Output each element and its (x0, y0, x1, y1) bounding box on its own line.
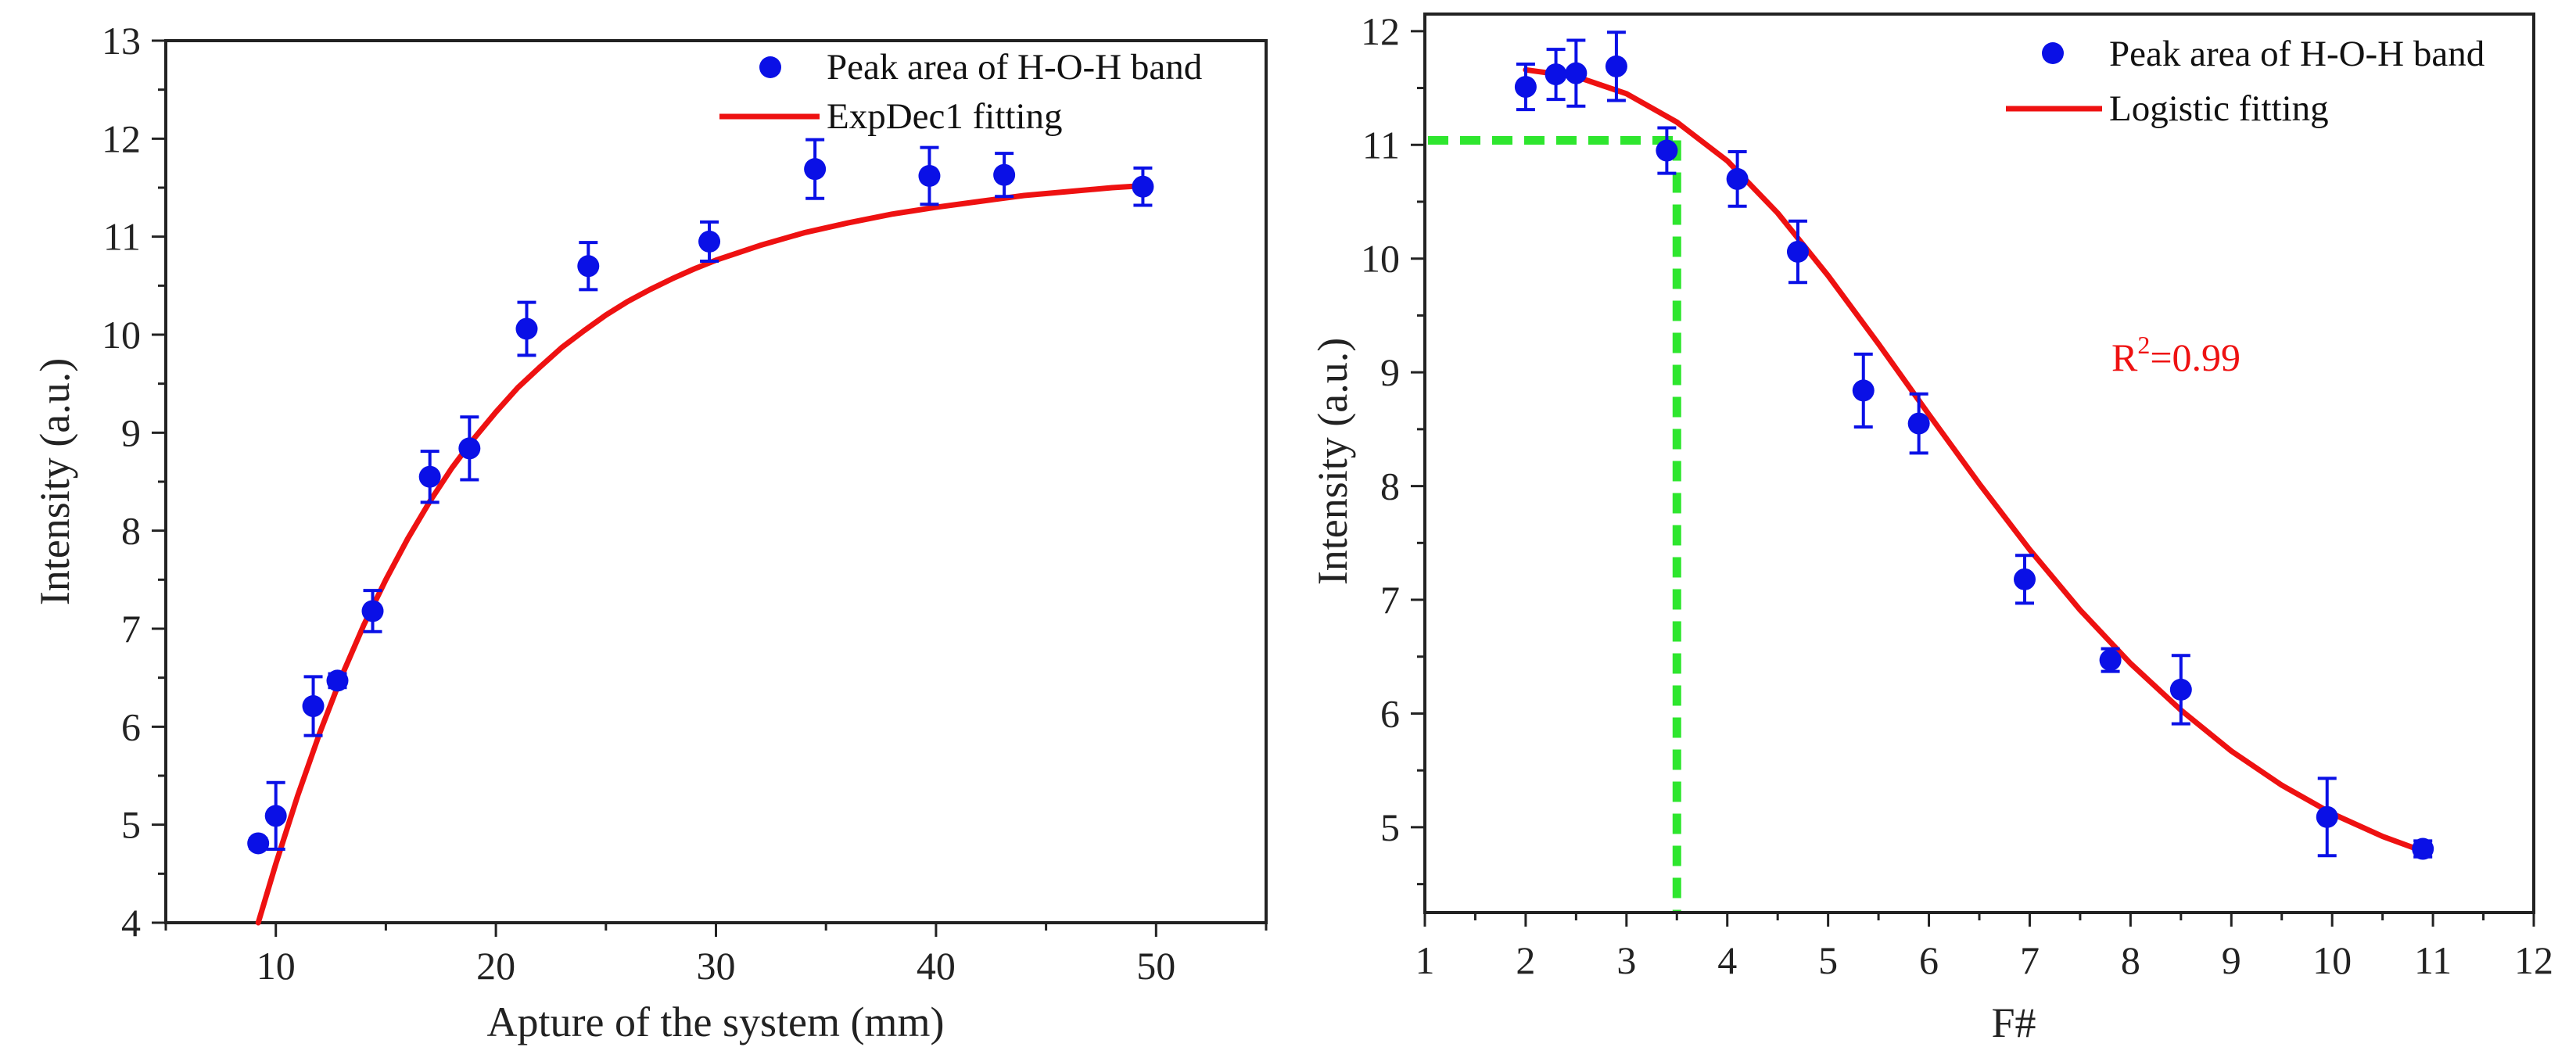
data-point (1565, 62, 1588, 84)
data-point (2316, 805, 2338, 828)
x-tick-label: 6 (1919, 938, 1939, 982)
x-tick-label: 1 (1415, 938, 1435, 982)
left-legend-fit-label: ExpDec1 fitting (827, 96, 1063, 137)
data-point (1656, 139, 1678, 162)
data-point (2014, 568, 2036, 590)
x-tick-label: 10 (2312, 938, 2352, 982)
left-x-axis-title: Apture of the system (mm) (487, 999, 945, 1045)
x-tick-label: 12 (2514, 938, 2553, 982)
fit-curve (255, 183, 1146, 926)
data-point (1132, 175, 1154, 198)
x-tick-label: 3 (1616, 938, 1636, 982)
y-tick-label: 8 (121, 509, 141, 553)
left-axis-ticks: 10 20 30 40 50 4 5 6 7 8 9 10 11 12 13 (102, 19, 1268, 988)
data-point (2099, 649, 2122, 672)
data-point (361, 600, 384, 622)
fit-curve (1523, 66, 2426, 854)
y-tick-label: 12 (1361, 9, 1400, 53)
left-plot-frame (164, 39, 1268, 924)
right-plot-frame (1423, 13, 2535, 914)
y-tick-label: 11 (1362, 123, 1400, 167)
left-chart-panel: 10 20 30 40 50 4 5 6 7 8 9 10 11 12 13 Peak area of H-… (31, 19, 1268, 1045)
data-point (418, 465, 441, 488)
y-tick-label: 7 (121, 607, 141, 651)
x-tick-label: 5 (1818, 938, 1838, 982)
data-point (1726, 167, 1749, 190)
data-point (1907, 412, 1930, 435)
x-tick-label: 50 (1136, 944, 1175, 988)
data-point (1605, 55, 1627, 77)
right-legend-fit-label: Logistic fitting (2109, 88, 2329, 129)
data-point (1786, 240, 1809, 263)
left-y-axis-title: Intensity (a.u.) (31, 358, 78, 605)
right-legend: Peak area of H-O-H band Logistic fitting (2006, 34, 2485, 129)
y-tick-label: 10 (102, 313, 141, 357)
right-guide-layer (1428, 135, 1681, 911)
y-tick-label: 5 (1380, 805, 1400, 849)
data-point (993, 163, 1016, 186)
data-point (302, 695, 325, 718)
data-point (2412, 837, 2434, 860)
data-point (804, 158, 827, 181)
data-point (515, 317, 538, 340)
x-tick-label: 8 (2121, 938, 2140, 982)
data-point (918, 164, 941, 187)
y-tick-label: 5 (121, 803, 141, 847)
right-x-axis-title: F# (1991, 999, 2036, 1046)
data-point (2169, 678, 2192, 701)
x-tick-label: 20 (476, 944, 515, 988)
x-tick-label: 30 (697, 944, 736, 988)
y-tick-label: 7 (1380, 578, 1400, 622)
data-point (1852, 379, 1875, 402)
y-tick-label: 4 (121, 901, 141, 945)
right-points-layer (1514, 30, 2434, 860)
data-point (264, 805, 287, 827)
data-point (1545, 63, 1567, 86)
data-point (458, 437, 481, 460)
data-point (698, 230, 721, 253)
x-tick-label: 11 (2414, 938, 2452, 982)
y-tick-label: 8 (1380, 464, 1400, 508)
x-tick-label: 4 (1717, 938, 1737, 982)
y-tick-label: 11 (103, 215, 141, 259)
y-tick-label: 13 (102, 19, 141, 63)
data-point (326, 669, 349, 692)
data-point (1514, 76, 1537, 99)
right-y-axis-title: Intensity (a.u.) (1309, 338, 1356, 585)
y-tick-label: 9 (1380, 350, 1400, 394)
left-points-layer (247, 138, 1154, 855)
y-tick-label: 6 (121, 705, 141, 748)
x-tick-label: 40 (917, 944, 956, 988)
left-legend-marker (759, 56, 781, 78)
right-legend-marker (2042, 42, 2064, 64)
right-legend-points-label: Peak area of H-O-H band (2109, 34, 2485, 74)
data-point (247, 832, 270, 855)
y-tick-label: 9 (121, 411, 141, 454)
y-tick-label: 6 (1380, 691, 1400, 735)
data-point (577, 255, 600, 278)
left-fit-layer (255, 183, 1146, 926)
y-tick-label: 10 (1361, 237, 1400, 281)
r-squared-annotation: R2=0.99 (2111, 331, 2241, 379)
y-tick-label: 12 (102, 117, 141, 160)
x-tick-label: 10 (257, 944, 296, 988)
x-tick-label: 2 (1516, 938, 1535, 982)
right-fit-layer (1523, 66, 2426, 854)
left-legend-points-label: Peak area of H-O-H band (827, 47, 1202, 88)
x-tick-label: 9 (2222, 938, 2241, 982)
left-legend: Peak area of H-O-H band ExpDec1 fitting (719, 47, 1202, 137)
x-tick-label: 7 (2020, 938, 2040, 982)
